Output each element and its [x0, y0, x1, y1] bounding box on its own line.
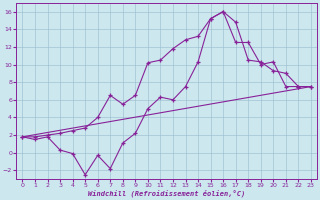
X-axis label: Windchill (Refroidissement éolien,°C): Windchill (Refroidissement éolien,°C) [88, 190, 245, 197]
